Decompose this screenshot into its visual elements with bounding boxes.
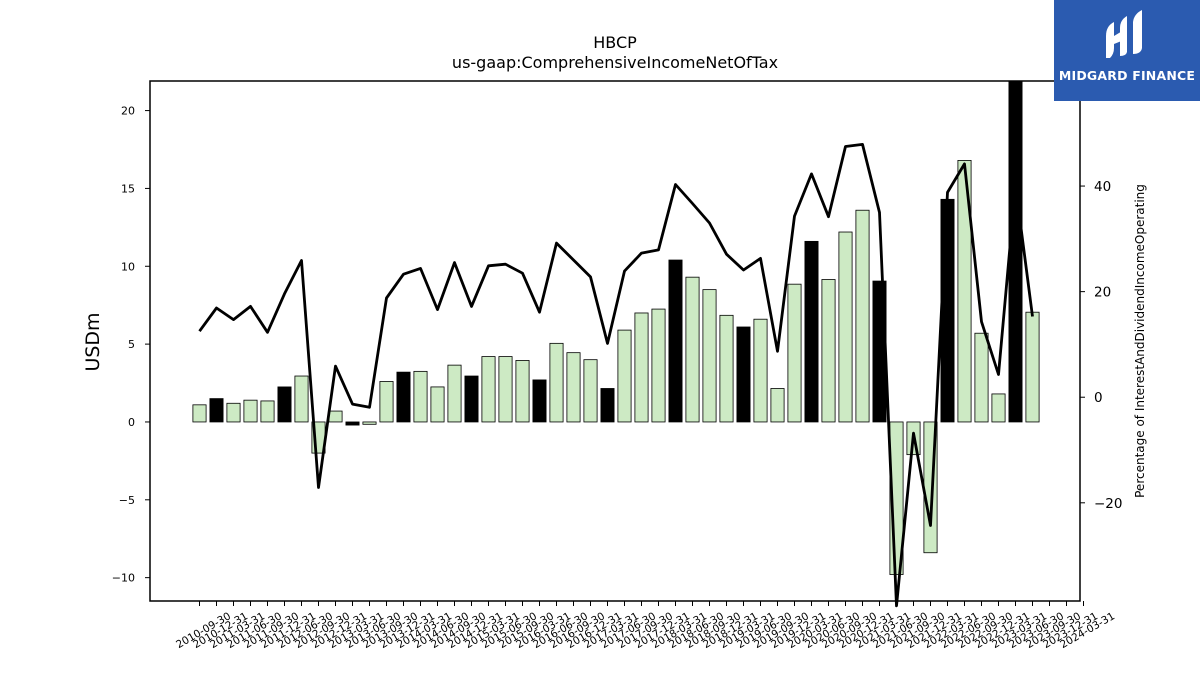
bar xyxy=(396,371,411,423)
y-tick-label: 5 xyxy=(128,338,135,351)
bar xyxy=(957,160,972,423)
y2-tick-label: −20 xyxy=(1094,496,1123,512)
midgard-m-icon xyxy=(1106,10,1142,58)
bar xyxy=(583,359,598,423)
percentage-line xyxy=(198,142,1034,608)
y2-axis-label: Percentage of InterestAndDividendIncomeO… xyxy=(1133,184,1147,498)
bar xyxy=(464,375,479,423)
bar xyxy=(192,404,207,423)
y-tick-label: 10 xyxy=(121,260,135,273)
bar-series xyxy=(192,80,1040,575)
bar xyxy=(770,388,785,423)
bar xyxy=(362,421,377,425)
bar xyxy=(753,318,768,423)
bar xyxy=(481,356,496,423)
bar xyxy=(702,289,717,423)
bar xyxy=(991,393,1006,423)
y2-axis-ticks: −20 0 20 40 xyxy=(1080,179,1123,512)
y2-tick-label: 40 xyxy=(1094,179,1111,195)
bar xyxy=(345,421,360,426)
bar xyxy=(379,381,394,423)
bar xyxy=(549,342,564,423)
bar xyxy=(430,386,445,423)
bar xyxy=(277,386,292,423)
y-tick-label: −5 xyxy=(119,494,135,507)
bar xyxy=(243,399,258,423)
bar xyxy=(719,314,734,423)
y-tick-label: 20 xyxy=(121,105,135,118)
y2-tick-label: 20 xyxy=(1094,285,1111,301)
bar xyxy=(260,400,275,423)
bar xyxy=(855,209,870,423)
bar xyxy=(838,231,853,423)
bar xyxy=(617,329,632,423)
bar xyxy=(804,240,819,423)
bar xyxy=(736,326,751,423)
y-tick-label: 15 xyxy=(121,182,135,195)
bar xyxy=(498,356,513,423)
y-axis-label: USDm xyxy=(82,312,104,371)
bar xyxy=(413,370,428,423)
bar xyxy=(940,198,955,423)
bar xyxy=(1025,311,1040,423)
brand-name: MIDGARD FINANCE xyxy=(1058,68,1196,83)
bar xyxy=(566,352,581,423)
y-tick-label: −10 xyxy=(112,572,135,585)
bar xyxy=(668,259,683,423)
bar xyxy=(532,379,547,423)
bar xyxy=(634,312,649,423)
chart-subtitle: us-gaap:ComprehensiveIncomeNetOfTax xyxy=(452,53,778,72)
bar xyxy=(651,308,666,423)
bar xyxy=(787,283,802,423)
bar xyxy=(974,332,989,423)
bar xyxy=(209,398,224,423)
bar xyxy=(515,360,530,423)
plot-frame xyxy=(149,80,1081,602)
line-series xyxy=(198,142,1034,608)
bar xyxy=(821,279,836,423)
y-tick-label: 0 xyxy=(128,416,135,429)
brand-logo: MIDGARD FINANCE xyxy=(1054,0,1200,101)
y2-tick-label: 0 xyxy=(1094,390,1103,406)
x-axis-ticks: 2010-09-302010-12-312011-03-312011-06-30… xyxy=(174,601,1117,651)
bar xyxy=(294,375,309,423)
bar xyxy=(600,388,615,423)
bar xyxy=(226,402,241,423)
y-axis-ticks: −10 −5 0 5 10 15 20 xyxy=(112,105,150,585)
chart-title: HBCP xyxy=(593,33,637,52)
bar xyxy=(328,410,343,423)
bar xyxy=(685,276,700,423)
bar xyxy=(447,364,462,423)
